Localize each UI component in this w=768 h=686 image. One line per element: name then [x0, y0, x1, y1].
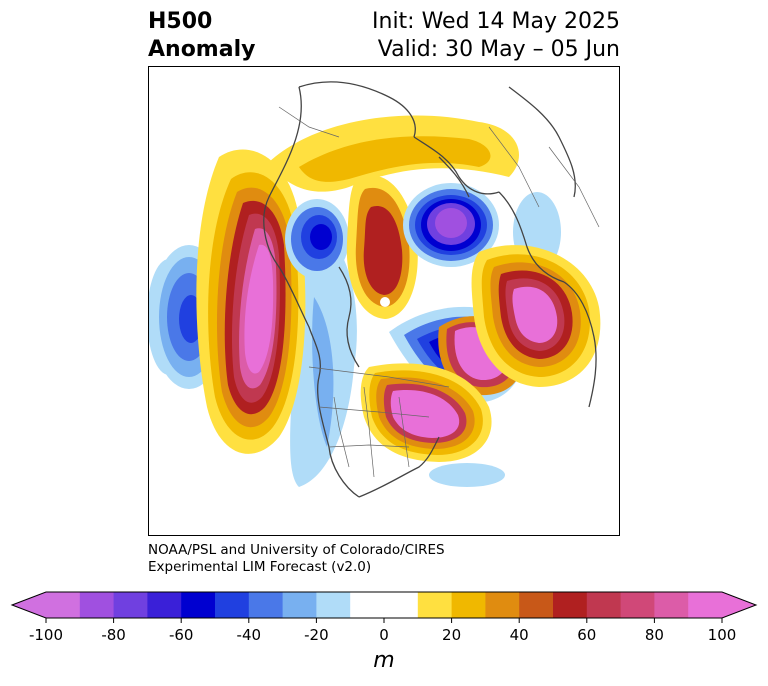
- title-field-type: Anomaly: [148, 37, 256, 62]
- colorbar-tick-label: -40: [237, 626, 262, 644]
- colorbar-tick-label: -100: [29, 626, 63, 644]
- colorbar-extend-high: [722, 592, 756, 618]
- anomaly-eastern-pacific: [196, 149, 306, 454]
- colorbar-bin: [215, 592, 250, 618]
- pole-marker: [380, 297, 390, 307]
- colorbar-tick-label: 80: [645, 626, 664, 644]
- anomaly-hudson-bay: [360, 363, 492, 462]
- anomaly-map: [148, 66, 620, 536]
- credit-line2: Experimental LIM Forecast (v2.0): [148, 559, 372, 575]
- title-field-name: H500: [148, 9, 213, 34]
- colorbar-bin: [384, 592, 419, 618]
- colorbar-bin: [350, 592, 385, 618]
- colorbar-tick-label: -60: [169, 626, 194, 644]
- anomaly-eastern-siberia: [285, 199, 349, 279]
- coastlines: [263, 81, 597, 498]
- colorbar-bin: [147, 592, 182, 618]
- colorbar-bin: [485, 592, 520, 618]
- title-right: Init: Wed 14 May 2025 Valid: 30 May – 05…: [372, 8, 620, 64]
- colorbar-tick-label: 100: [708, 626, 737, 644]
- colorbar-unit: m: [373, 648, 395, 673]
- colorbar: -100 -80 -60 -40 -20 0 20 40 60 80 100: [10, 591, 758, 644]
- colorbar-bin: [586, 592, 622, 618]
- colorbar-bin: [79, 592, 115, 618]
- colorbar-bin: [46, 592, 81, 618]
- title-left: H500 Anomaly: [148, 8, 255, 64]
- colorbar-tick-label: 20: [442, 626, 461, 644]
- anomaly-scandinavia-nw-russia: [471, 245, 601, 387]
- anomaly-barents-kara: [403, 183, 499, 267]
- colorbar-bin: [620, 592, 655, 618]
- anomaly-patch: [429, 463, 505, 487]
- anomaly-western-us: [290, 217, 357, 487]
- colorbar-bin: [282, 592, 317, 618]
- colorbar-bin: [316, 592, 351, 618]
- colorbar-bin: [553, 592, 588, 618]
- anomaly-greenland-arctic: [346, 175, 418, 319]
- colorbar-bin: [181, 592, 216, 618]
- colorbar-bin: [451, 592, 486, 618]
- valid-range: Valid: 30 May – 05 Jun: [377, 37, 620, 62]
- colorbar-tick-label: -80: [101, 626, 126, 644]
- colorbar-bin: [688, 592, 723, 618]
- colorbar-tick-label: 0: [379, 626, 389, 644]
- colorbar-bin: [417, 592, 453, 618]
- colorbar-tick-label: 60: [577, 626, 596, 644]
- credit: NOAA/PSL and University of Colorado/CIRE…: [148, 542, 445, 576]
- colorbar-tick-label: -20: [304, 626, 329, 644]
- colorbar-tick-label: 40: [510, 626, 529, 644]
- anomaly-arctic-band: [269, 115, 519, 192]
- colorbar-bin: [113, 592, 148, 618]
- colorbar-bin: [654, 592, 689, 618]
- colorbar-bin: [519, 592, 554, 618]
- colorbar-bin: [248, 592, 284, 618]
- credit-line1: NOAA/PSL and University of Colorado/CIRE…: [148, 542, 445, 558]
- map-svg: [149, 81, 601, 498]
- init-date: Init: Wed 14 May 2025: [372, 9, 620, 34]
- colorbar-extend-low: [12, 592, 46, 618]
- borders: [278, 106, 600, 478]
